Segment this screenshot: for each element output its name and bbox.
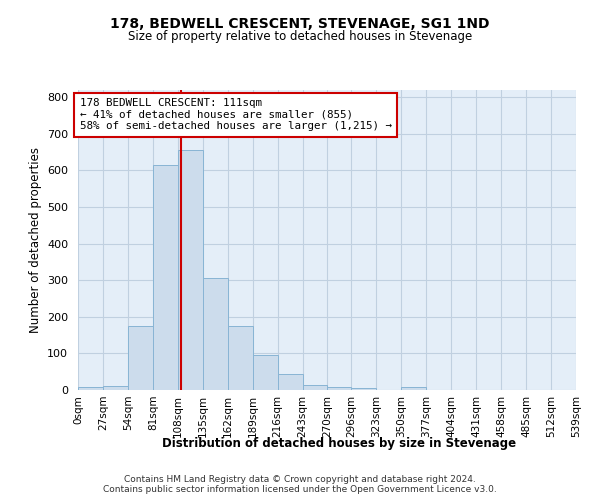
Bar xyxy=(128,326,153,390)
Text: 178 BEDWELL CRESCENT: 111sqm
← 41% of detached houses are smaller (855)
58% of s: 178 BEDWELL CRESCENT: 111sqm ← 41% of de… xyxy=(80,98,392,131)
Bar xyxy=(153,165,178,390)
Y-axis label: Number of detached properties: Number of detached properties xyxy=(29,147,41,333)
Text: Contains public sector information licensed under the Open Government Licence v3: Contains public sector information licen… xyxy=(103,485,497,494)
Bar xyxy=(203,278,227,390)
Bar xyxy=(302,384,328,390)
Bar xyxy=(328,387,352,390)
Bar xyxy=(401,388,427,390)
Bar xyxy=(278,374,302,390)
Bar xyxy=(352,388,376,390)
Bar xyxy=(253,354,278,390)
Text: Distribution of detached houses by size in Stevenage: Distribution of detached houses by size … xyxy=(162,438,516,450)
Bar xyxy=(178,150,203,390)
Text: Size of property relative to detached houses in Stevenage: Size of property relative to detached ho… xyxy=(128,30,472,43)
Text: Contains HM Land Registry data © Crown copyright and database right 2024.: Contains HM Land Registry data © Crown c… xyxy=(124,475,476,484)
Bar xyxy=(227,326,253,390)
Bar xyxy=(103,386,128,390)
Bar xyxy=(78,388,103,390)
Text: 178, BEDWELL CRESCENT, STEVENAGE, SG1 1ND: 178, BEDWELL CRESCENT, STEVENAGE, SG1 1N… xyxy=(110,18,490,32)
